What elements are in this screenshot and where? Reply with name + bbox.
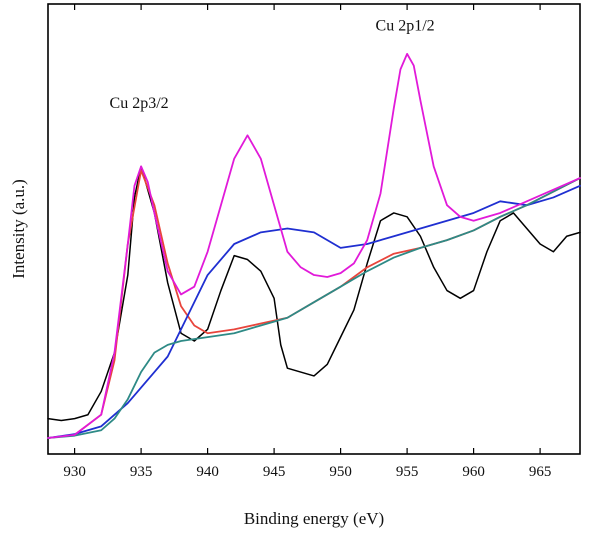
x-tick-label-3: 945 bbox=[263, 464, 286, 480]
series-line-3 bbox=[47, 177, 581, 439]
series-line-4 bbox=[47, 52, 581, 439]
series-line-2 bbox=[47, 184, 581, 439]
x-tick-label-1: 935 bbox=[130, 464, 153, 480]
x-tick-layer: 930 935 940 945 950 955 960 965 bbox=[63, 4, 551, 480]
peak-annotation-0: Cu 2p3/2 bbox=[110, 95, 169, 112]
plot-frame bbox=[47, 3, 581, 455]
x-tick-label-0: 930 bbox=[63, 464, 86, 480]
peak-annotation-1: Cu 2p1/2 bbox=[376, 17, 435, 34]
series-line-0 bbox=[47, 165, 581, 422]
x-tick-label-4: 950 bbox=[329, 464, 352, 480]
series-layer bbox=[47, 52, 581, 439]
x-tick-label-5: 955 bbox=[396, 464, 419, 480]
x-tick-label-7: 965 bbox=[529, 464, 552, 480]
annotation-layer: Cu 2p3/2 Cu 2p1/2 bbox=[110, 17, 435, 112]
x-axis-label: Binding energy (eV) bbox=[244, 509, 384, 528]
x-tick-label-2: 940 bbox=[196, 464, 219, 480]
y-axis-label: Intensity (a.u.) bbox=[9, 179, 28, 279]
x-tick-label-6: 960 bbox=[462, 464, 485, 480]
